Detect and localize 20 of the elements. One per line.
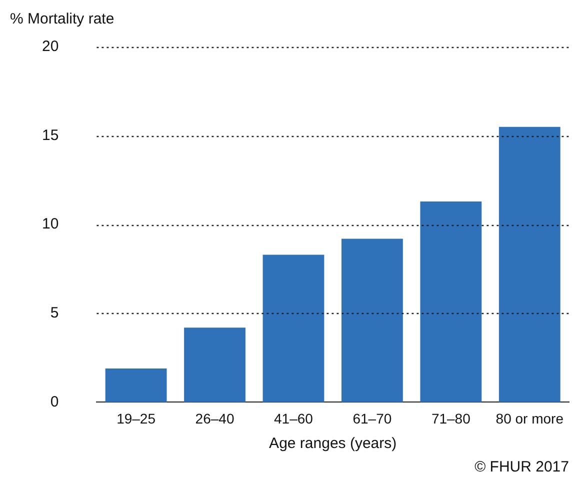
x-tick-label: 61–70 xyxy=(352,410,392,426)
bar xyxy=(420,202,482,402)
text: © FHUR 2017 xyxy=(474,458,569,476)
y-tick-label: 20 xyxy=(42,38,59,56)
x-tick-label: 71–80 xyxy=(431,410,471,426)
y-tick-label: 15 xyxy=(42,126,59,144)
bar xyxy=(262,254,324,402)
bar xyxy=(498,126,560,402)
x-tick-label: 26–40 xyxy=(195,410,234,426)
x-tick-label: 80 or more xyxy=(496,410,564,426)
y-tick-label: 10 xyxy=(42,216,59,233)
y-axis-title: % Mortality rate xyxy=(10,10,114,28)
bar xyxy=(105,368,167,402)
y-tick-label: 0 xyxy=(50,393,59,410)
y-tick-label: 5 xyxy=(50,304,59,322)
x-tick-label: 19–25 xyxy=(116,410,156,426)
bar xyxy=(342,238,403,402)
x-axis-title: Age ranges (years) xyxy=(269,435,397,452)
bar xyxy=(184,328,246,402)
x-tick-label: 41–60 xyxy=(274,410,314,426)
